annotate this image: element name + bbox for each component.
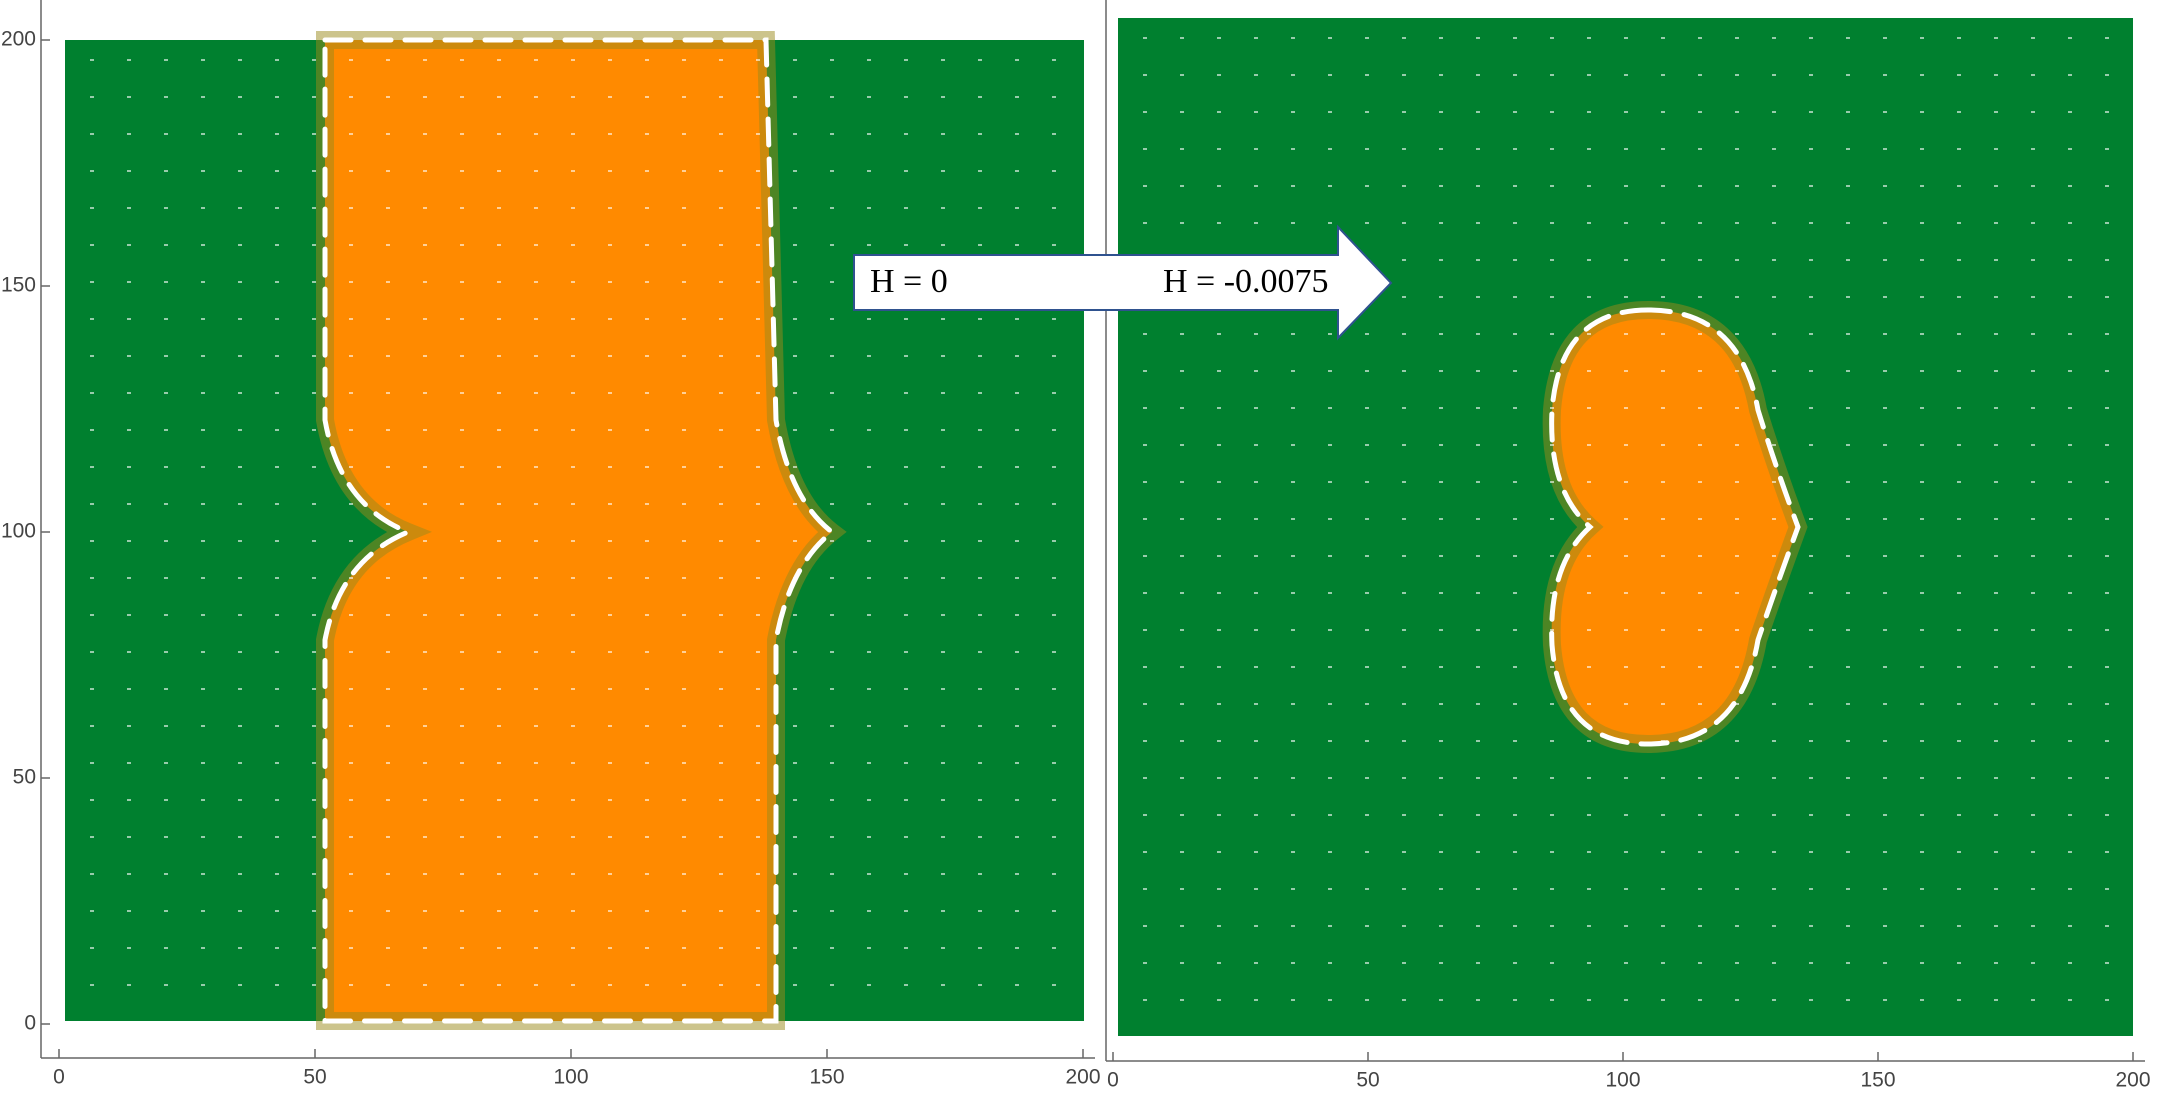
- interface-arrows: [1549, 307, 1801, 747]
- annotation-right: H = -0.0075: [1163, 263, 1329, 300]
- phase-region: [325, 40, 832, 1021]
- y-tick-label: 150: [1, 274, 36, 297]
- x-tick-label: 50: [303, 1066, 326, 1089]
- interface-arrows: [322, 37, 837, 1024]
- y-tick-label: 100: [1, 520, 36, 543]
- x-tick-label: 200: [2115, 1069, 2150, 1092]
- y-tick-label: 200: [1, 28, 36, 51]
- x-tick-label: 150: [1860, 1069, 1895, 1092]
- x-tick-label: 50: [1356, 1069, 1379, 1092]
- x-tick-label: 200: [1065, 1066, 1100, 1089]
- y-tick-label: 0: [24, 1012, 36, 1035]
- x-tick-label: 100: [553, 1066, 588, 1089]
- phase-region: [1551, 310, 1798, 744]
- transition-arrow: [853, 224, 1393, 341]
- x-tick-label: 150: [809, 1066, 844, 1089]
- annotation-left: H = 0: [870, 263, 948, 300]
- x-tick-label: 0: [53, 1066, 65, 1089]
- y-tick-label: 50: [13, 766, 36, 789]
- x-tick-label: 0: [1107, 1069, 1119, 1092]
- x-tick-label: 100: [1605, 1069, 1640, 1092]
